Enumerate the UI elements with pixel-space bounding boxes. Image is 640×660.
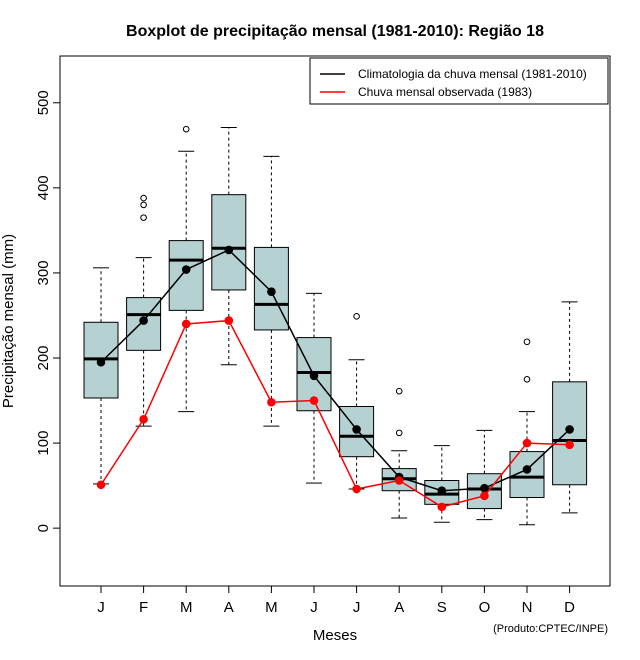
x-tick-label: D [564,599,575,616]
series-point-1 [267,397,276,407]
series-point-0 [437,486,447,496]
series-point-1 [181,319,191,329]
x-tick-label: M [180,599,193,616]
series-point-1 [480,491,489,501]
y-tick-label: 0 [35,524,52,532]
series-point-1 [565,440,574,450]
legend-label-climatology: Climatologia da chuva mensal (1981-2010) [358,67,587,81]
y-tick-label: 500 [35,90,52,115]
box-7 [381,387,417,519]
series-point-0 [352,425,361,434]
y-tick-label: 200 [35,345,52,370]
outlier-point [395,429,403,437]
series-line-1 [100,319,570,508]
x-tick-label: F [139,599,148,616]
series-point-1 [224,316,234,325]
series-point-1 [522,438,532,448]
box-11 [552,301,588,514]
series-point-0 [224,245,234,255]
legend-label-observed: Chuva mensal observada (1983) [358,85,532,99]
box-0 [83,267,119,485]
outlier-point [140,214,147,221]
box-body [211,194,247,291]
credit-text: (Produto:CPTEC/INPE) [493,623,608,635]
x-tick-label: S [437,599,447,616]
series-point-0 [267,287,276,296]
outlier-point [140,201,147,209]
y-axis-title: Precipitação mensal (mm) [0,234,17,408]
outlier-point [395,387,403,395]
series-point-0 [181,265,191,274]
x-tick-label: O [479,599,491,616]
box-3 [211,126,247,366]
series-point-0 [565,425,574,434]
series-group [96,245,574,512]
series-point-1 [394,476,404,485]
x-tick-label: J [310,599,318,616]
y-axis: 0 100 200 300 400 500 [35,90,60,532]
series-point-0 [480,483,489,493]
x-tick-label: A [224,599,234,616]
box-9 [466,429,502,521]
chart-title: Boxplot de precipitação mensal (1981-201… [126,23,544,40]
outlier-point [140,194,147,202]
legend-box [309,57,609,105]
x-tick-label: J [353,599,361,616]
box-body [168,240,204,311]
x-tick-label: A [394,599,404,616]
x-tick-label: M [265,599,278,616]
series-point-1 [96,480,106,490]
series-point-1 [437,502,447,512]
y-tick-label: 300 [35,260,52,285]
outlier-point [523,338,531,346]
series-point-1 [309,396,319,405]
series-point-0 [96,357,106,367]
series-point-1 [352,484,361,494]
outlier-point [353,313,360,320]
series-point-0 [522,465,532,474]
boxes-group [83,125,588,526]
y-tick-label: 400 [35,175,52,200]
box-5 [296,292,332,484]
x-axis-title: Meses [313,627,357,644]
plot-frame [59,55,611,587]
series-point-1 [139,414,148,424]
series-point-0 [309,371,319,381]
x-tick-label: J [97,599,105,616]
outlier-point [523,375,531,383]
y-tick-label: 100 [35,431,52,456]
series-point-0 [139,316,148,325]
legend: Climatologia da chuva mensal (1981-2010)… [309,57,609,105]
series-line-0 [100,249,571,492]
x-tick-label: N [522,599,533,616]
box-2 [168,125,204,413]
outlier-point [182,125,190,133]
box-10 [509,338,545,526]
